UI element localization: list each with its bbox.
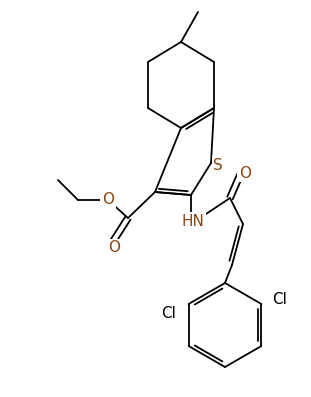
Text: O: O [239, 166, 251, 181]
Text: O: O [102, 193, 114, 208]
Text: O: O [108, 241, 120, 256]
Text: S: S [213, 158, 223, 173]
Text: HN: HN [182, 214, 204, 229]
Text: Cl: Cl [161, 306, 176, 322]
Text: Cl: Cl [272, 293, 287, 308]
